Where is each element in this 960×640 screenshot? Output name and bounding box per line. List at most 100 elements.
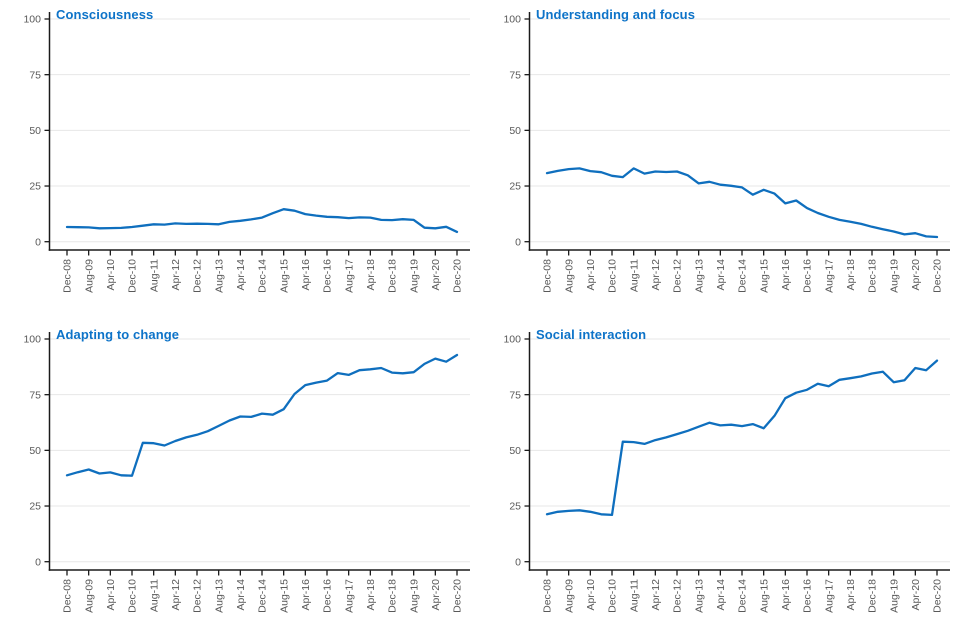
- x-tick-label: Aug-17: [823, 259, 835, 293]
- x-tick-label: Dec-16: [322, 259, 334, 293]
- y-tick-label: 100: [23, 334, 41, 346]
- x-tick-label: Aug-17: [823, 579, 835, 613]
- x-tick-label: Dec-12: [192, 579, 204, 613]
- chart-canvas: 0 25 50 75 100 Dec-08 Aug-09 Apr-10 Dec-10 Aug-11…: [503, 332, 950, 613]
- x-tick-label: Apr-18: [845, 579, 857, 611]
- x-tick-label: Apr-20: [430, 259, 442, 291]
- x-tick-label: Apr-14: [715, 259, 727, 291]
- y-tick-label: 50: [509, 445, 521, 457]
- chart-title: Social interaction: [536, 327, 647, 342]
- chart-social-interaction: Social interaction 0 25 50 75 100 Dec-08 Aug-0…: [480, 320, 960, 640]
- y-tick-label: 50: [29, 125, 41, 137]
- x-tick-label: Dec-10: [607, 259, 619, 293]
- x-tick-label: Dec-20: [932, 579, 944, 613]
- chart-adapting-to-change: Adapting to change 0 25 50 75 100 Dec-08 Aug-0…: [0, 320, 480, 640]
- x-tick-label: Apr-16: [300, 259, 312, 291]
- y-tick-label: 50: [29, 445, 41, 457]
- y-tick-label: 75: [29, 69, 41, 81]
- x-tick-label: Aug-13: [213, 579, 225, 613]
- x-tick-label: Aug-15: [758, 579, 770, 613]
- y-tick-label: 25: [29, 181, 41, 193]
- x-tick-label: Dec-18: [387, 579, 399, 613]
- x-tick-label: Aug-19: [888, 579, 900, 613]
- x-tick-label: Aug-13: [693, 579, 705, 613]
- x-tick-label: Aug-09: [563, 259, 575, 293]
- x-tick-label: Dec-20: [452, 259, 464, 293]
- x-tick-label: Apr-18: [365, 259, 377, 291]
- x-tick-label: Apr-12: [650, 259, 662, 291]
- y-tick-label: 0: [35, 556, 41, 568]
- x-tick-label: Aug-09: [83, 259, 95, 293]
- series-line: [65, 208, 459, 234]
- x-tick-label: Apr-14: [235, 259, 247, 291]
- x-tick-label: Dec-12: [192, 259, 204, 293]
- y-tick-label: 0: [515, 556, 521, 568]
- series-line: [65, 353, 459, 477]
- x-tick-label: Dec-08: [62, 579, 74, 613]
- x-tick-label: Dec-10: [607, 579, 619, 613]
- x-tick-label: Apr-18: [365, 579, 377, 611]
- x-tick-label: Apr-20: [430, 579, 442, 611]
- x-tick-label: Apr-20: [910, 579, 922, 611]
- chart-canvas: 0 25 50 75 100 Dec-08 Aug-09 Apr-10 Dec-10 Aug-11…: [503, 12, 950, 293]
- chart-title: Understanding and focus: [536, 7, 696, 22]
- x-tick-label: Dec-14: [737, 259, 749, 293]
- x-tick-label: Apr-10: [105, 259, 117, 291]
- chart-understanding-and-focus: Understanding and focus 0 25 50 75 100 Dec-08…: [480, 0, 960, 320]
- x-tick-label: Dec-14: [737, 579, 749, 613]
- series-line: [545, 359, 939, 517]
- x-tick-label: Dec-10: [127, 579, 139, 613]
- x-tick-label: Aug-17: [343, 259, 355, 293]
- x-tick-label: Apr-14: [235, 579, 247, 611]
- y-tick-label: 100: [23, 14, 41, 26]
- x-tick-label: Aug-11: [148, 579, 160, 612]
- x-tick-label: Aug-19: [408, 259, 420, 293]
- x-tick-label: Aug-11: [628, 259, 640, 292]
- x-tick-label: Dec-16: [802, 259, 814, 293]
- x-tick-label: Aug-15: [278, 259, 290, 293]
- x-tick-label: Dec-16: [322, 579, 334, 613]
- x-tick-label: Aug-09: [83, 579, 95, 613]
- x-tick-label: Dec-08: [542, 579, 554, 613]
- x-tick-label: Aug-09: [563, 579, 575, 613]
- x-tick-label: Aug-17: [343, 579, 355, 613]
- x-tick-label: Apr-12: [650, 579, 662, 611]
- x-tick-label: Dec-08: [62, 259, 74, 293]
- x-tick-label: Apr-10: [105, 579, 117, 611]
- x-tick-label: Aug-19: [888, 259, 900, 293]
- y-tick-label: 0: [35, 236, 41, 248]
- x-tick-label: Apr-10: [585, 259, 597, 291]
- x-tick-label: Aug-15: [758, 259, 770, 293]
- series-line: [545, 167, 939, 239]
- chart-canvas: 0 25 50 75 100 Dec-08 Aug-09 Apr-10 Dec-10 Aug-11…: [23, 332, 470, 613]
- x-tick-label: Dec-18: [387, 259, 399, 293]
- y-tick-label: 0: [515, 236, 521, 248]
- x-tick-label: Apr-18: [845, 259, 857, 291]
- x-tick-label: Dec-18: [867, 579, 879, 613]
- chart-title: Consciousness: [56, 7, 154, 22]
- chart-canvas: 0 25 50 75 100 Dec-08 Aug-09 Apr-10 Dec-10 Aug-11…: [23, 12, 470, 293]
- x-tick-label: Dec-16: [802, 579, 814, 613]
- x-tick-label: Apr-16: [300, 579, 312, 611]
- x-tick-label: Apr-10: [585, 579, 597, 611]
- x-tick-label: Dec-12: [672, 259, 684, 293]
- y-tick-label: 25: [29, 501, 41, 513]
- x-tick-label: Dec-08: [542, 259, 554, 293]
- x-tick-label: Apr-16: [780, 579, 792, 611]
- x-tick-label: Aug-11: [148, 259, 160, 292]
- x-tick-label: Aug-15: [278, 579, 290, 613]
- y-tick-label: 100: [503, 14, 521, 26]
- chart-consciousness: Consciousness 0 25 50 75 100 Dec-08 Aug-09 Apr-…: [0, 0, 480, 320]
- x-tick-label: Dec-18: [867, 259, 879, 293]
- x-tick-label: Aug-19: [408, 579, 420, 613]
- y-tick-label: 75: [29, 389, 41, 401]
- x-tick-label: Apr-20: [910, 259, 922, 291]
- x-tick-label: Aug-13: [213, 259, 225, 293]
- x-tick-label: Dec-20: [452, 579, 464, 613]
- x-tick-label: Apr-16: [780, 259, 792, 291]
- x-tick-label: Dec-12: [672, 579, 684, 613]
- x-tick-label: Dec-10: [127, 259, 139, 293]
